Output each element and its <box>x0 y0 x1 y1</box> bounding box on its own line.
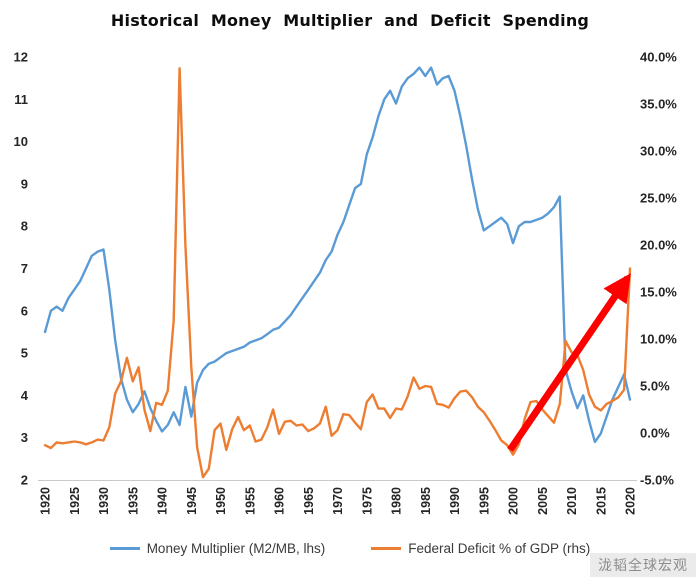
svg-text:0.0%: 0.0% <box>640 426 670 441</box>
svg-text:1935: 1935 <box>126 487 140 515</box>
svg-text:40.0%: 40.0% <box>640 50 677 65</box>
svg-text:1960: 1960 <box>273 487 287 515</box>
svg-text:1925: 1925 <box>68 487 82 515</box>
svg-text:1920: 1920 <box>39 487 53 515</box>
svg-text:2005: 2005 <box>536 487 550 515</box>
svg-text:35.0%: 35.0% <box>640 97 677 112</box>
svg-text:6: 6 <box>21 303 28 318</box>
svg-text:1975: 1975 <box>360 487 374 515</box>
svg-text:1995: 1995 <box>477 487 491 515</box>
svg-text:2000: 2000 <box>507 487 521 515</box>
svg-text:11: 11 <box>14 92 28 107</box>
trend-arrow <box>507 273 631 452</box>
x-axis-ticks: 1920 1925 1930 1935 1940 1945 1950 1955 1960 1965… <box>39 487 638 515</box>
svg-text:2: 2 <box>21 473 28 488</box>
chart-svg: 2 3 4 5 6 7 8 9 10 11 12 -5.0% 0.0% 5.0% 10.0% 15.0% 20.… <box>14 50 678 515</box>
svg-text:12: 12 <box>14 50 28 65</box>
svg-text:1970: 1970 <box>331 487 345 515</box>
svg-text:9: 9 <box>21 176 28 191</box>
federal-deficit-line-icon <box>371 547 402 550</box>
svg-text:3: 3 <box>21 430 28 445</box>
svg-text:2010: 2010 <box>565 487 579 515</box>
legend-label-money-multiplier: Money Multiplier (M2/MB, lhs) <box>146 541 326 556</box>
money-multiplier-line <box>43 66 632 444</box>
svg-text:15.0%: 15.0% <box>640 285 677 300</box>
svg-text:4: 4 <box>21 388 29 403</box>
svg-text:-5.0%: -5.0% <box>640 473 674 488</box>
svg-text:1950: 1950 <box>214 487 228 515</box>
svg-text:5.0%: 5.0% <box>640 379 670 394</box>
svg-text:1955: 1955 <box>243 487 257 515</box>
legend-item-federal-deficit: Federal Deficit % of GDP (rhs) <box>371 541 590 556</box>
svg-text:20.0%: 20.0% <box>640 238 677 253</box>
svg-text:5: 5 <box>21 346 28 361</box>
svg-text:10: 10 <box>14 134 28 149</box>
svg-text:1940: 1940 <box>156 487 170 515</box>
svg-text:1965: 1965 <box>302 487 316 515</box>
svg-text:1930: 1930 <box>97 487 111 515</box>
federal-deficit-line <box>43 67 632 479</box>
legend-item-money-multiplier: Money Multiplier (M2/MB, lhs) <box>109 541 326 556</box>
svg-text:2015: 2015 <box>594 487 608 515</box>
legend-label-federal-deficit: Federal Deficit % of GDP (rhs) <box>408 541 591 556</box>
svg-text:7: 7 <box>21 261 28 276</box>
left-axis-ticks: 2 3 4 5 6 7 8 9 10 11 12 <box>14 50 29 488</box>
svg-text:8: 8 <box>21 219 28 234</box>
svg-text:25.0%: 25.0% <box>640 191 677 206</box>
chart-title: Historical Money Multiplier and Deficit … <box>110 11 590 30</box>
svg-text:1945: 1945 <box>185 487 199 515</box>
money-multiplier-line-icon <box>109 547 140 550</box>
watermark: 泷韬全球宏观 <box>590 553 696 577</box>
svg-text:30.0%: 30.0% <box>640 144 677 159</box>
right-axis-ticks: -5.0% 0.0% 5.0% 10.0% 15.0% 20.0% 25.0% 30.0% 35… <box>640 50 677 488</box>
svg-text:1980: 1980 <box>390 487 404 515</box>
svg-text:1985: 1985 <box>419 487 433 515</box>
svg-text:2020: 2020 <box>624 487 638 515</box>
svg-text:1990: 1990 <box>448 487 462 515</box>
svg-text:10.0%: 10.0% <box>640 332 677 347</box>
chart-legend: Money Multiplier (M2/MB, lhs) Federal De… <box>0 541 700 556</box>
